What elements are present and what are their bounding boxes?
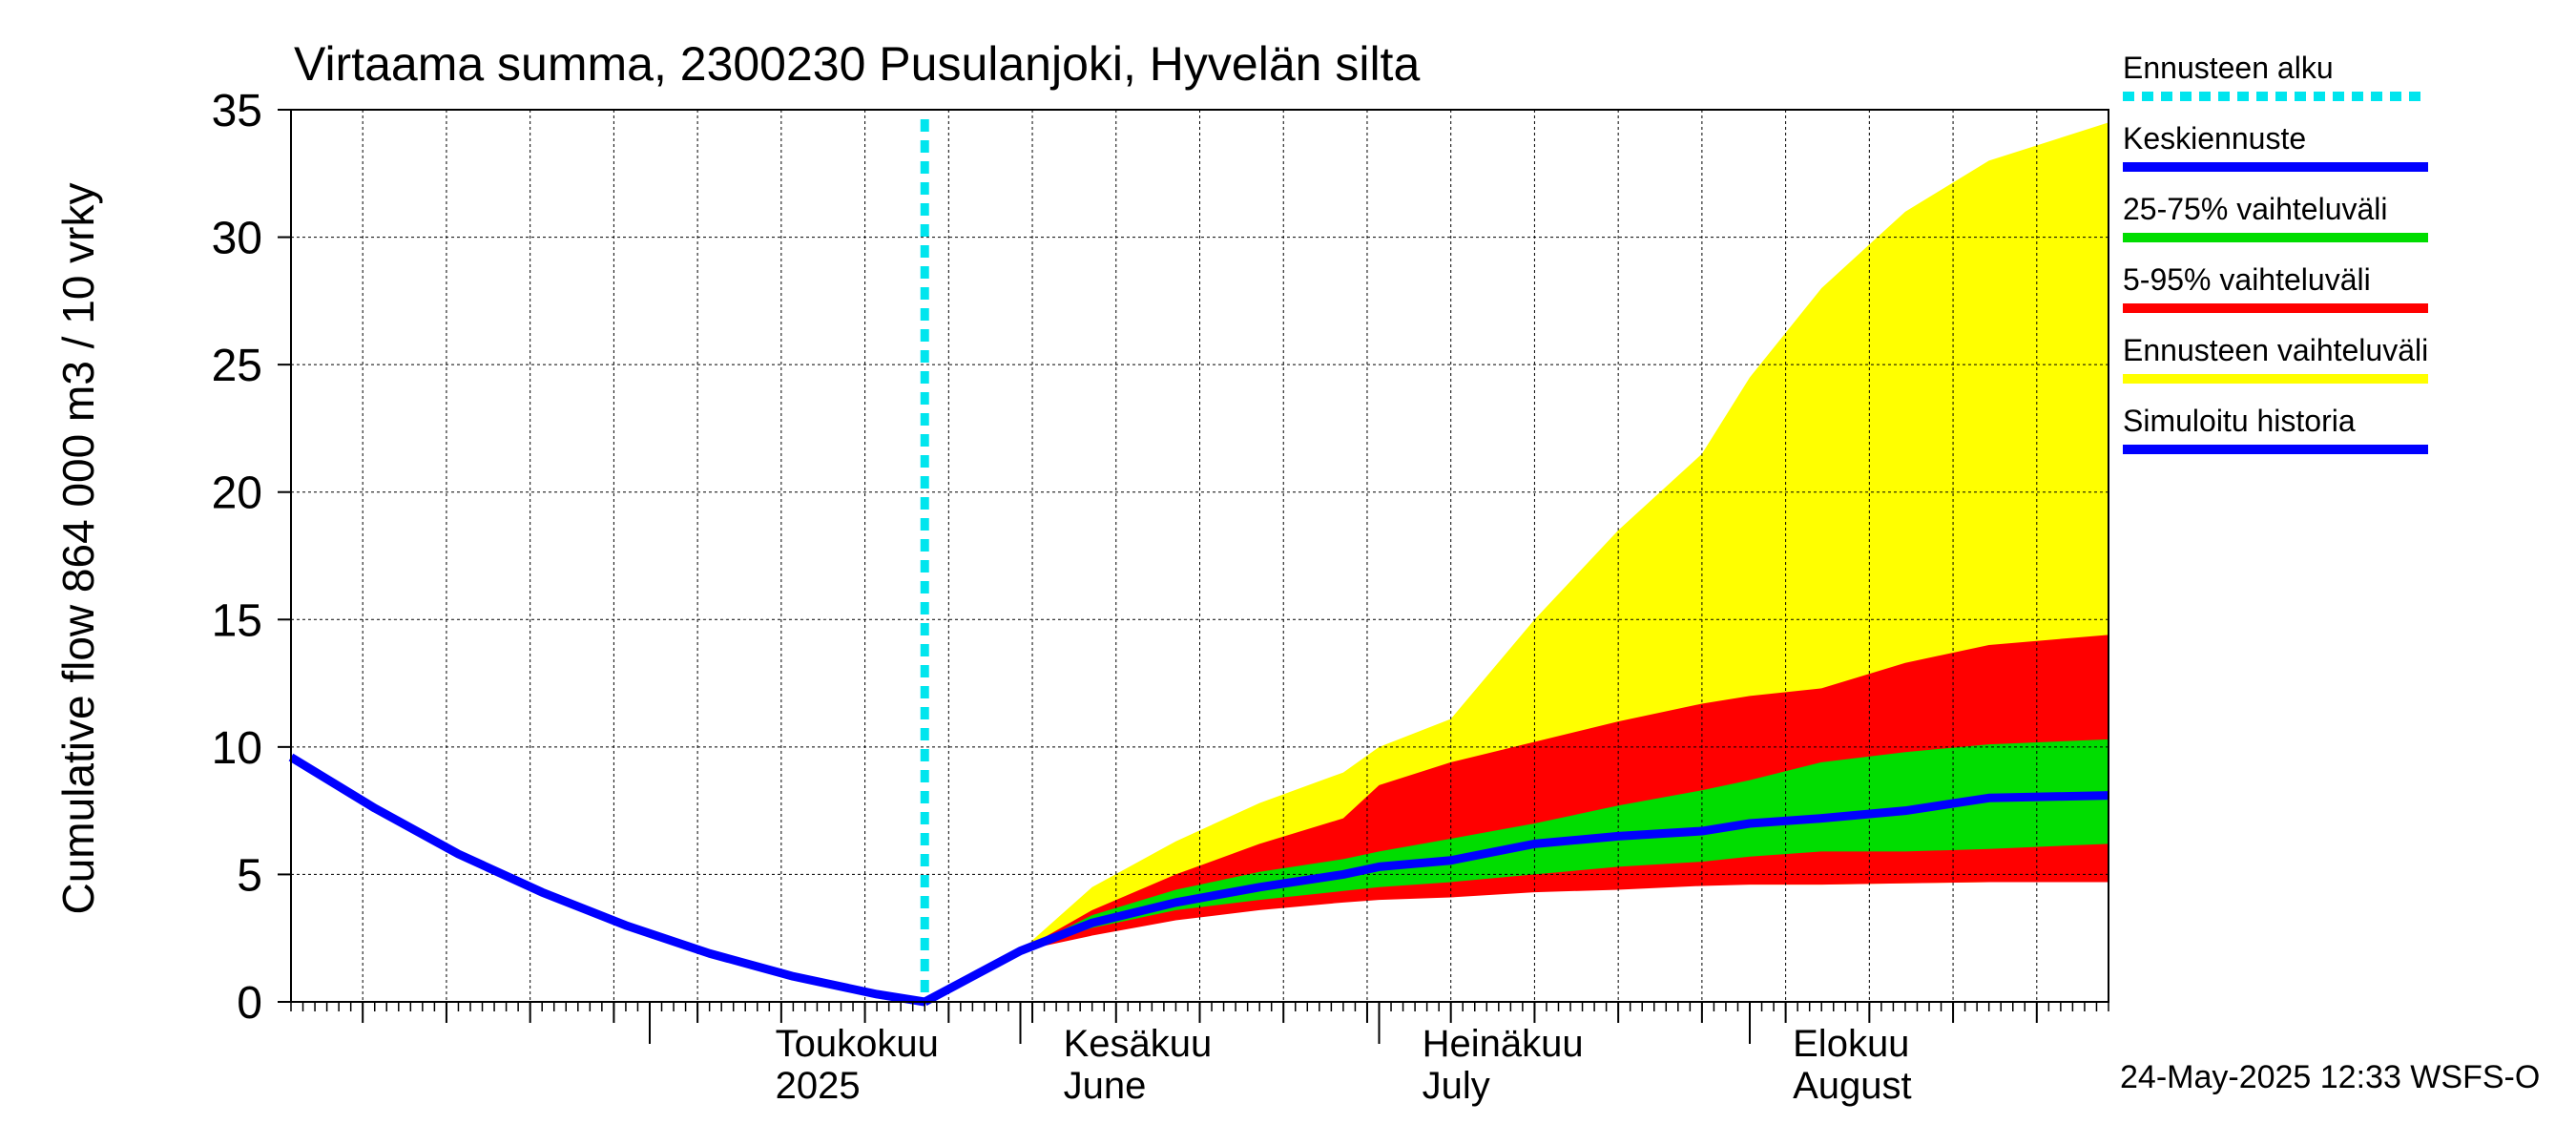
y-tick-label: 20 bbox=[212, 468, 262, 519]
y-tick-label: 35 bbox=[212, 86, 262, 136]
band-25-75 bbox=[924, 739, 2109, 1002]
y-tick-label: 10 bbox=[212, 723, 262, 774]
legend: Ennusteen alku Keskiennuste 25-75% vaihtel… bbox=[2123, 51, 2428, 454]
legend-label: Keskiennuste bbox=[2123, 121, 2306, 156]
legend-label: Ennusteen alku bbox=[2123, 51, 2334, 85]
x-month-label: Heinäkuu bbox=[1423, 1023, 1584, 1065]
x-month-label: Toukokuu bbox=[776, 1023, 939, 1065]
y-tick-label: 25 bbox=[212, 341, 262, 391]
band-5-95 bbox=[924, 635, 2109, 1002]
x-month-label: Elokuu bbox=[1793, 1023, 1909, 1065]
legend-label: 5-95% vaihteluväli bbox=[2123, 262, 2371, 297]
axes: 05101520253035Toukokuu2025KesäkuuJuneHei… bbox=[212, 86, 2109, 1107]
legend-label: Ennusteen vaihteluväli bbox=[2123, 333, 2428, 367]
y-tick-label: 0 bbox=[237, 978, 262, 1029]
legend-label: 25-75% vaihteluväli bbox=[2123, 192, 2388, 226]
x-month-sublabel: August bbox=[1793, 1065, 1912, 1107]
series-lines bbox=[288, 119, 2109, 1007]
legend-label: Simuloitu historia bbox=[2123, 404, 2356, 438]
x-month-sublabel: July bbox=[1423, 1065, 1490, 1107]
x-month-label: Kesäkuu bbox=[1064, 1023, 1213, 1065]
simulated-history-line bbox=[288, 753, 925, 1007]
y-tick-label: 5 bbox=[237, 850, 262, 901]
timestamp: 24-May-2025 12:33 WSFS-O bbox=[2120, 1059, 2540, 1095]
y-axis-label: Cumulative flow 864 000 m3 / 10 vrky bbox=[53, 182, 103, 914]
x-month-sublabel: 2025 bbox=[776, 1065, 861, 1107]
y-tick-label: 15 bbox=[212, 595, 262, 646]
median-forecast-line bbox=[923, 791, 2109, 1006]
x-month-sublabel: June bbox=[1064, 1065, 1147, 1107]
y-tick-label: 30 bbox=[212, 214, 262, 264]
forecast-bands bbox=[924, 122, 2109, 1002]
chart-title: Virtaama summa, 2300230 Pusulanjoki, Hyv… bbox=[294, 37, 1420, 91]
